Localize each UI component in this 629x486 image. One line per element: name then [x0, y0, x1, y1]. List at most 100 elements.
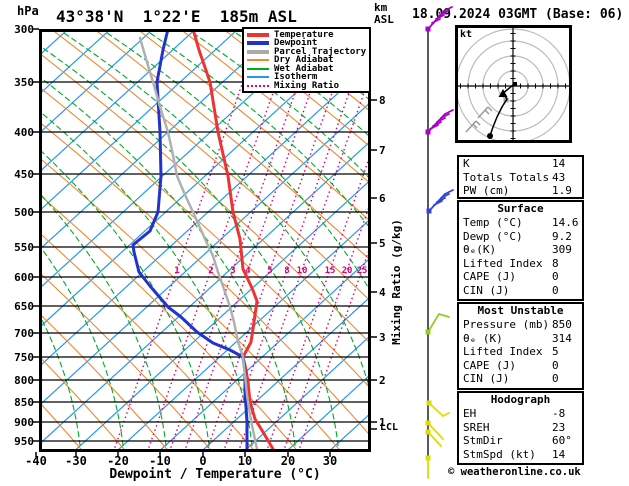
stats-row-value: 9.2 — [552, 229, 572, 243]
stats-row-label: EH — [463, 407, 477, 420]
legend-item: Dewpoint — [247, 38, 369, 48]
stats-row-label: K — [463, 157, 470, 170]
stats-row: PW (cm) 1.9 — [459, 184, 582, 198]
stats-row-label: CAPE (J) — [463, 270, 516, 283]
altitude-tick-label: 3 — [379, 331, 386, 344]
stats-row-label: SREH — [463, 420, 490, 434]
temperature-tick-label: -20 — [107, 454, 129, 468]
stats-row-value: 0 — [552, 270, 559, 283]
stats-row-value: 0 — [552, 283, 559, 297]
legend-item: Mixing Ratio — [247, 80, 369, 91]
legend-swatch-wet-adiabat — [247, 67, 269, 70]
svg-text:25: 25 — [357, 266, 368, 276]
stats-row: θₑ (K) 314 — [459, 332, 582, 346]
station-title: 43°38'N 1°22'E 185m ASL — [56, 7, 297, 26]
stats-row-value: 8 — [552, 256, 559, 270]
legend-swatch-parcel-trajectory — [247, 49, 269, 54]
stats-row: Temp (°C) 14.6 — [459, 216, 582, 230]
stats-row-value: 314 — [552, 331, 572, 345]
hodograph-unit-label: kt — [460, 29, 473, 40]
stats-row: Lifted Index 8 — [459, 257, 582, 271]
svg-text:10: 10 — [297, 266, 308, 276]
legend-item: Parcel Trajectory — [247, 46, 369, 57]
stats-row: Totals Totals 43 — [459, 171, 582, 185]
stats-row-value: 60° — [552, 434, 572, 447]
temperature-tick-label: -30 — [65, 454, 87, 468]
stats-row-label: Lifted Index — [463, 256, 543, 270]
pressure-tick-label: 300 — [14, 23, 34, 36]
legend-swatch-mixing-ratio — [247, 84, 269, 87]
valid-datetime: 18.09.2024 03GMT (Base: 06) — [412, 7, 624, 22]
legend-label: Mixing Ratio — [274, 80, 340, 91]
pressure-tick-label: 700 — [14, 327, 34, 340]
pressure-tick-label: 450 — [14, 168, 34, 181]
stats-box-most-unstable: Most Unstable Pressure (mb) 850 θₑ (K) 314 Li… — [457, 302, 584, 390]
stats-row-label: CIN (J) — [463, 372, 510, 385]
pressure-tick-label: 800 — [14, 374, 34, 387]
stats-row-label: Pressure (mb) — [463, 318, 550, 331]
temperature-tick-label: -40 — [25, 454, 47, 468]
stats-row: CIN (J) 0 — [459, 284, 582, 298]
stats-row: Dewp (°C) 9.2 — [459, 230, 582, 244]
legend-item: Dry Adiabat — [247, 55, 369, 65]
stats-row: StmDir 60° — [459, 434, 582, 448]
altitude-tick-label: 5 — [379, 237, 386, 250]
stats-row-value: 14 — [552, 447, 566, 461]
stats-row-value: 5 — [552, 345, 559, 358]
stats-row: K 14 — [459, 157, 582, 171]
temperature-tick-label: -10 — [149, 454, 171, 468]
copyright-text: © weatheronline.co.uk — [448, 466, 581, 478]
altitude-tick-label: 7 — [379, 144, 386, 157]
stats-row: θₑ(K) 309 — [459, 243, 582, 257]
stats-row-label: θₑ (K) — [463, 331, 503, 345]
hodograph-panel — [455, 25, 572, 143]
pressure-axis-unit: hPa — [17, 4, 39, 18]
temp-axis-title: Dewpoint / Temperature (°C) — [109, 467, 321, 482]
altitude-tick-label: 2 — [379, 374, 386, 387]
pressure-tick-label: 750 — [14, 351, 34, 364]
legend-item: Wet Adiabat — [247, 63, 369, 74]
altitude-tick-label: 4 — [379, 286, 386, 299]
stats-row-label: StmDir — [463, 434, 503, 447]
stats-row-value: 43 — [552, 170, 566, 184]
legend-label: Parcel Trajectory — [274, 46, 367, 57]
stats-row: Lifted Index 5 — [459, 345, 582, 359]
temperature-tick-label: 10 — [237, 454, 253, 468]
lcl-marker-label: LCL — [380, 422, 399, 433]
stats-row-value: 14.6 — [552, 216, 579, 229]
legend-swatch-temperature — [247, 32, 269, 37]
legend-label: Wet Adiabat — [274, 63, 334, 74]
pressure-tick-label: 650 — [14, 300, 34, 313]
pressure-tick-label: 500 — [14, 206, 34, 219]
stats-row-value: 23 — [552, 420, 566, 434]
temperature-tick-label: 30 — [322, 454, 338, 468]
stats-box-title: Hodograph — [490, 393, 551, 406]
stats-row-label: StmSpd (kt) — [463, 447, 536, 461]
svg-text:8: 8 — [284, 266, 289, 276]
chart-legend: Temperature Dewpoint Parcel Trajectory Dry … — [242, 27, 371, 93]
temperature-tick-label: 0 — [199, 454, 207, 468]
svg-text:1: 1 — [174, 266, 179, 276]
legend-label: Temperature — [274, 29, 334, 40]
stats-row-value: 1.9 — [552, 184, 572, 197]
svg-text:3: 3 — [230, 266, 235, 276]
pressure-tick-label: 950 — [14, 435, 34, 448]
stats-row-label: CIN (J) — [463, 283, 510, 297]
stats-box-hodograph-stats: Hodograph EH -8 SREH 23 StmDir 60° StmSpd (kt) 1… — [457, 391, 584, 465]
stats-row: Pressure (mb) 850 — [459, 318, 582, 332]
stats-box-surface: Surface Temp (°C) 14.6 Dewp (°C) 9.2 θₑ(K) 309… — [457, 200, 584, 301]
legend-label: Dewpoint — [274, 38, 318, 48]
svg-text:4: 4 — [245, 266, 251, 276]
pressure-tick-label: 850 — [14, 396, 34, 409]
stats-row-label: Lifted Index — [463, 345, 543, 358]
stats-row-label: Dewp (°C) — [463, 229, 523, 243]
stats-row: EH -8 — [459, 407, 582, 421]
legend-swatch-dewpoint — [247, 41, 269, 45]
stats-box-title: Surface — [497, 202, 544, 215]
stats-row: SREH 23 — [459, 421, 582, 435]
legend-item: Temperature — [247, 29, 369, 40]
pressure-tick-label: 400 — [14, 126, 34, 139]
stats-box-indices: K 14 Totals Totals 43 PW (cm) 1.9 — [457, 155, 584, 199]
